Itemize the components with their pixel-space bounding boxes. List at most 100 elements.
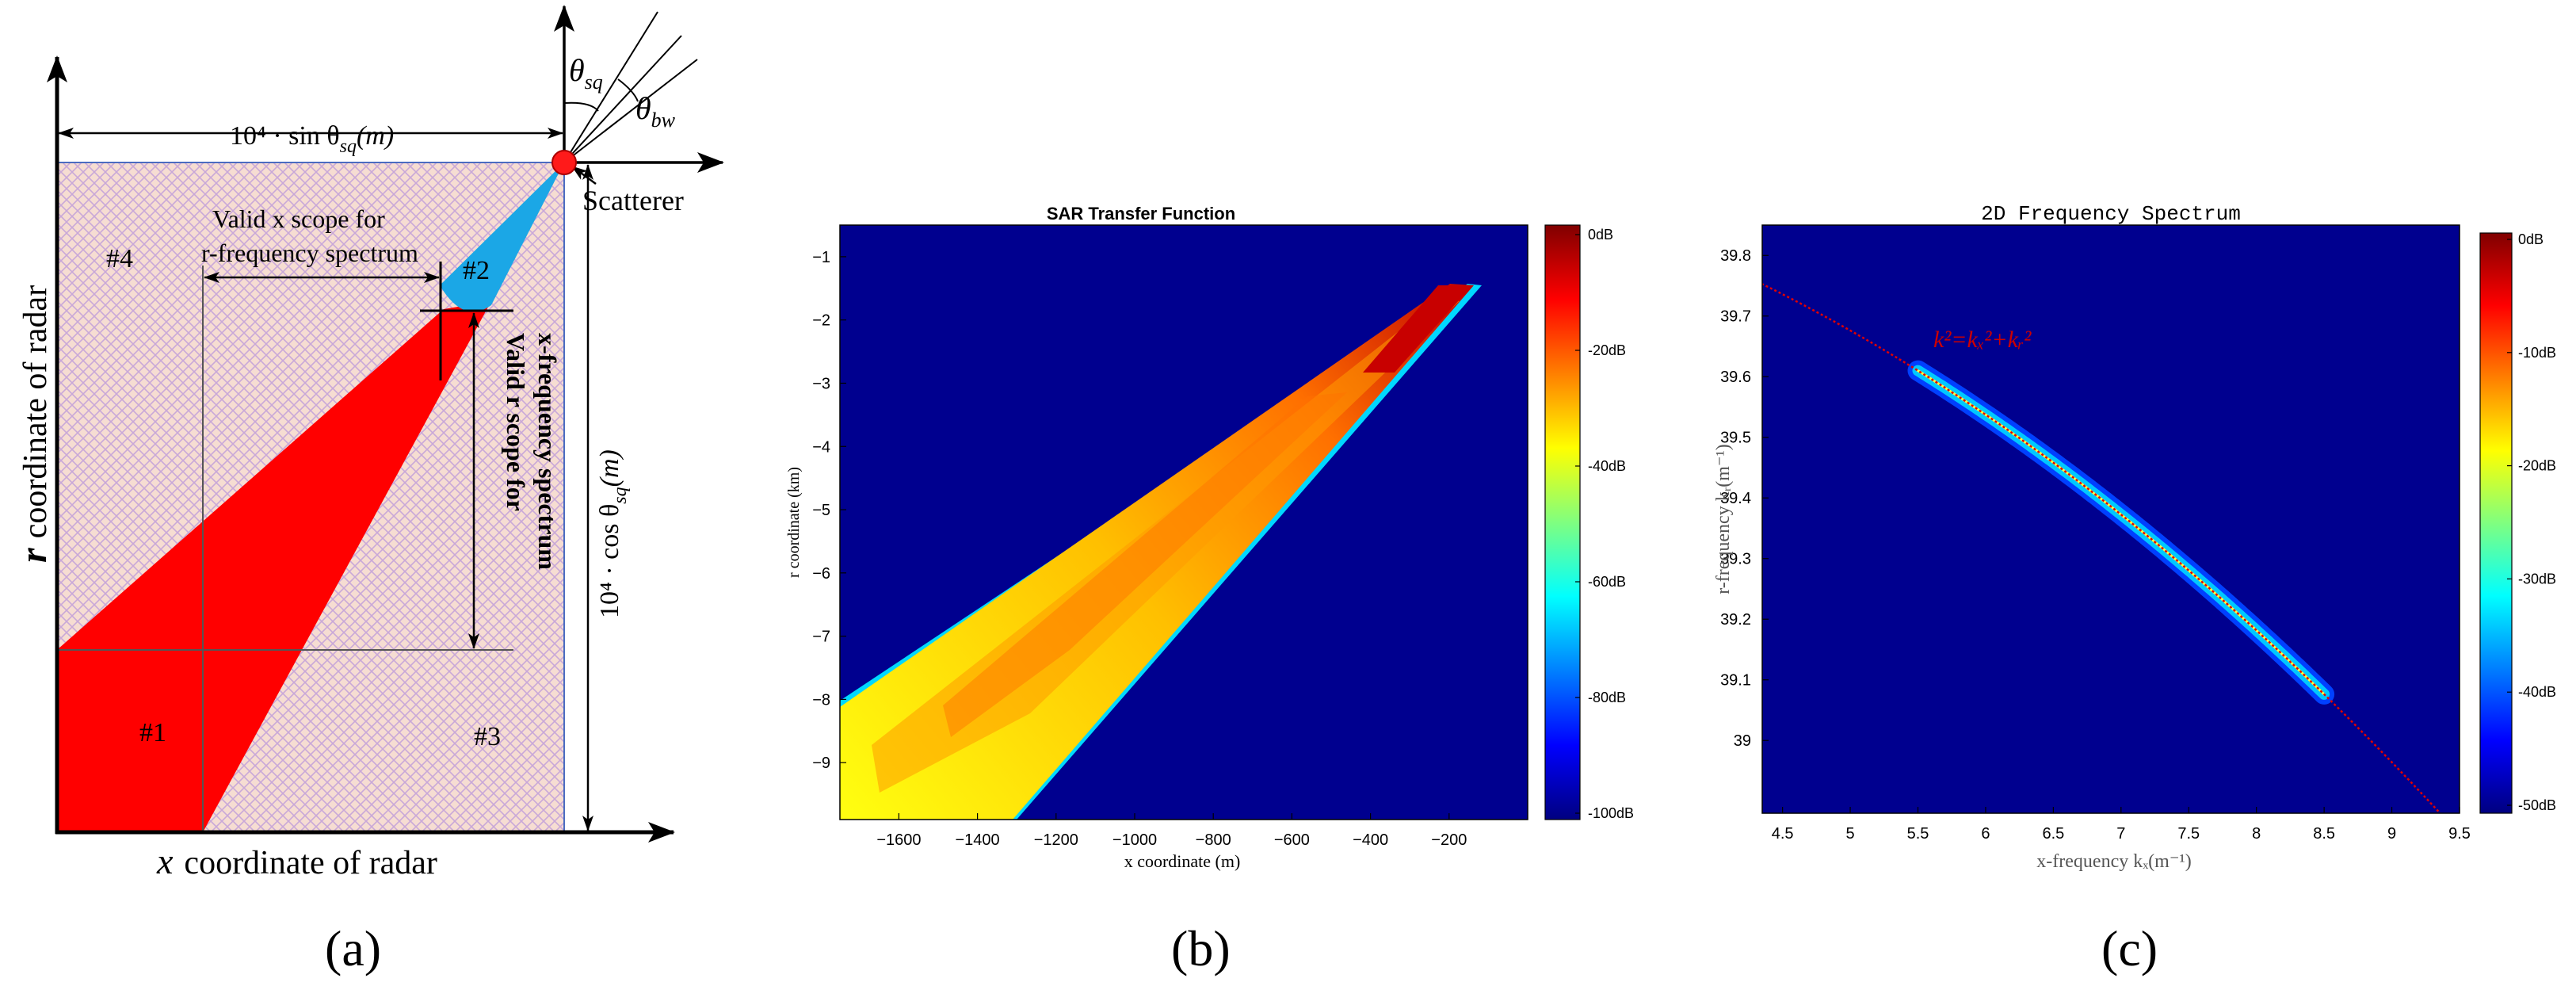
y-tick-label: −6 xyxy=(812,565,830,583)
y-tick-label: 39 xyxy=(1734,732,1751,750)
chart-c-title: 2D Frequency Spectrum xyxy=(1981,202,2241,226)
region-3-label: #3 xyxy=(474,722,501,751)
colorbar-tick-label: -10dB xyxy=(2518,345,2556,361)
panel-a: 10⁴ · sin θsq(m) θsq θbw Scatterer Valid… xyxy=(13,5,724,976)
y-tick-label: −2 xyxy=(812,312,830,330)
chart-b-y-ticks: −1 −2 −3 −4 −5 −6 −7 −8 −9 xyxy=(812,249,846,772)
chart-b-title: SAR Transfer Function xyxy=(1047,204,1235,224)
y-tick-label: 39.5 xyxy=(1720,430,1751,447)
colorbar-tick-label: -50dB xyxy=(2518,797,2556,813)
top-dim-label: 10⁴ · sin θsq(m) xyxy=(230,121,394,157)
x-tick-label: 7.5 xyxy=(2177,825,2200,843)
colorbar-tick-label: -20dB xyxy=(1588,342,1626,358)
chart-c-colorbar xyxy=(2479,232,2513,814)
x-tick-label: 6.5 xyxy=(2042,825,2064,843)
y-tick-label: 39.1 xyxy=(1720,672,1751,690)
scatterer-pointer xyxy=(571,165,597,185)
valid-r-label-2: x-frequency spectrum xyxy=(533,333,562,570)
chart-c-x-ticks: 4.5 5 5.5 6 6.5 7 7.5 8 8.5 9 9.5 xyxy=(1772,807,2471,843)
chart-b-wedge xyxy=(840,284,1482,820)
right-dim-label: 10⁴ · cos θsq(m) xyxy=(595,449,631,618)
theta-sq-arc xyxy=(563,101,599,112)
curve-annotation: k²=kₓ²+kᵣ² xyxy=(1933,327,2032,353)
beam-cone-red xyxy=(57,301,491,832)
colorbar-tick-label: -100dB xyxy=(1588,805,1634,821)
colorbar-tick-label: 0dB xyxy=(2518,231,2544,247)
x-tick-label: −1000 xyxy=(1112,831,1157,849)
chart-b-ylabel: r coordinate (km) xyxy=(785,467,803,578)
valid-x-label-2: r-frequency spectrum xyxy=(201,239,418,267)
chart-b-colorbar xyxy=(1544,224,1581,820)
x-tick-label: 6 xyxy=(1981,825,1990,843)
chart-b-colorbar-ticks: 0dB -20dB -40dB -60dB -80dB -100dB xyxy=(1575,227,1634,821)
beam-line-2 xyxy=(563,35,682,163)
wedge-apex xyxy=(1363,285,1472,373)
x-tick-label: 9 xyxy=(2387,825,2396,843)
x-tick-label: 7 xyxy=(2116,825,2125,843)
y-tick-label: 39.7 xyxy=(1720,308,1751,326)
colorbar-tick-label: -40dB xyxy=(1588,458,1626,474)
x-tick-label: −1200 xyxy=(1034,831,1078,849)
chart-c-colorbar-ticks: 0dB -10dB -20dB -30dB -40dB -50dB xyxy=(2507,231,2556,813)
x-tick-label: 5 xyxy=(1846,825,1855,843)
y-tick-label: −3 xyxy=(812,375,830,392)
colorbar-tick-label: -60dB xyxy=(1588,574,1626,590)
x-tick-label: 4.5 xyxy=(1772,825,1794,843)
x-tick-label: 8.5 xyxy=(2313,825,2335,843)
y-tick-label: 39.4 xyxy=(1720,490,1751,507)
y-tick-label: −1 xyxy=(812,249,830,266)
x-tick-label: −400 xyxy=(1353,831,1388,849)
panel-c: 2D Frequency Spectrum k²=kₓ²+kᵣ² 4.5 5 5.5… xyxy=(1713,202,2556,976)
y-tick-label: 39.3 xyxy=(1720,551,1751,568)
region-2-label: #2 xyxy=(463,256,490,285)
wedge-core-2 xyxy=(943,392,1347,737)
chart-c-xlabel: x-frequency kₓ(m⁻¹) xyxy=(2036,851,2191,872)
colorbar-tick-label: -40dB xyxy=(2518,684,2556,700)
circle-curve xyxy=(1762,283,2442,813)
caption-a: (a) xyxy=(325,920,381,976)
y-tick-label: −9 xyxy=(812,755,830,772)
scatterer-dot xyxy=(551,150,577,175)
y-tick-label: 39.6 xyxy=(1720,369,1751,386)
beam-line-3 xyxy=(563,59,698,163)
valid-x-label-1: Valid x scope for xyxy=(212,204,385,233)
y-tick-label: −8 xyxy=(812,691,830,709)
x-tick-label: −1600 xyxy=(876,831,921,849)
valid-r-label-1: Valid r scope for xyxy=(502,333,530,511)
x-tick-label: 8 xyxy=(2252,825,2261,843)
x-tick-label: −800 xyxy=(1196,831,1231,849)
y-axis-label: rcoordinate of radar xyxy=(13,285,55,563)
x-axis-label: x coordinate of radar xyxy=(156,841,437,881)
x-tick-label: 9.5 xyxy=(2448,825,2471,843)
y-tick-label: −4 xyxy=(812,438,830,456)
chart-c-ylabel: r-frequency kᵣ(m⁻¹) xyxy=(1713,444,1734,594)
x-tick-label: −1400 xyxy=(956,831,1000,849)
beam-line-1 xyxy=(563,11,658,163)
region-2-cyan xyxy=(440,162,564,312)
wedge-core xyxy=(872,297,1460,793)
colorbar-tick-label: -80dB xyxy=(1588,690,1626,705)
panel-b: SAR Transfer Function −1600 −1400 −1200 −10… xyxy=(785,204,1634,976)
caption-b: (b) xyxy=(1171,920,1231,976)
chart-b-x-ticks: −1600 −1400 −1200 −1000 −800 −600 −400 −200 xyxy=(876,813,1467,849)
theta-bw-label: θbw xyxy=(635,90,676,132)
chart-b-xlabel: x coordinate (m) xyxy=(1124,851,1241,871)
y-tick-label: 39.2 xyxy=(1720,611,1751,629)
x-tick-label: 5.5 xyxy=(1907,825,1929,843)
y-tick-label: 39.8 xyxy=(1720,247,1751,265)
region-1-label: #1 xyxy=(139,718,166,747)
colorbar-tick-label: 0dB xyxy=(1588,227,1613,243)
x-tick-label: −200 xyxy=(1431,831,1467,849)
y-tick-label: −7 xyxy=(812,629,830,646)
x-tick-label: −600 xyxy=(1274,831,1310,849)
colorbar-tick-label: -30dB xyxy=(2518,571,2556,587)
chart-c-y-ticks: 39 39.1 39.2 39.3 39.4 39.5 39.6 39.7 39.8 xyxy=(1720,247,1769,750)
theta-sq-label: θsq xyxy=(569,52,603,94)
region-4-label: #4 xyxy=(106,244,133,273)
caption-c: (c) xyxy=(2101,920,2158,976)
colorbar-tick-label: -20dB xyxy=(2518,458,2556,474)
theta-bw-arc xyxy=(617,78,639,102)
scatterer-label: Scatterer xyxy=(582,185,684,216)
y-tick-label: −5 xyxy=(812,502,830,519)
